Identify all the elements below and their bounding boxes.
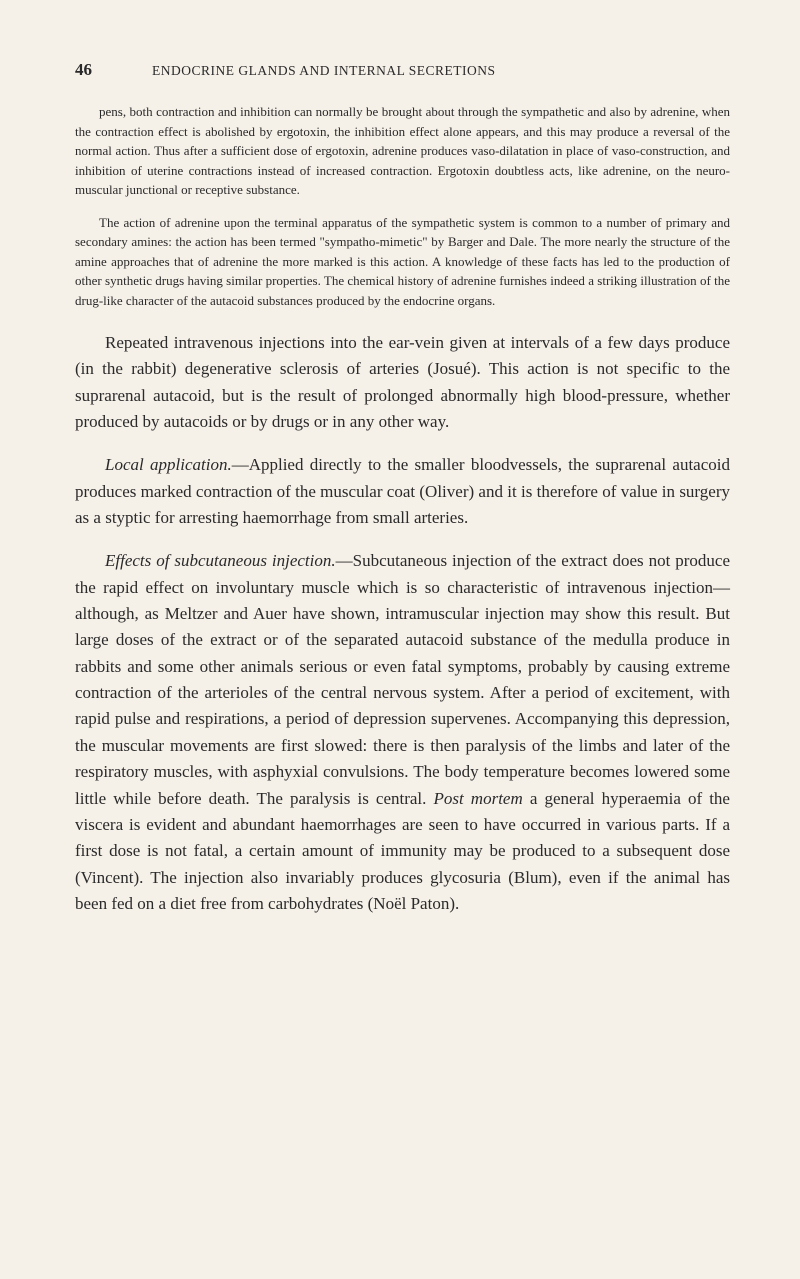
- paragraph-4: Local application.—Applied directly to t…: [75, 452, 730, 531]
- page-number: 46: [75, 60, 92, 80]
- paragraph-2: The action of adrenine upon the terminal…: [75, 213, 730, 311]
- header-title: ENDOCRINE GLANDS AND INTERNAL SECRETIONS: [152, 63, 496, 79]
- page-header: 46 ENDOCRINE GLANDS AND INTERNAL SECRETI…: [75, 60, 730, 80]
- paragraph-1: pens, both contraction and inhibition ca…: [75, 102, 730, 200]
- effects-label: Effects of subcutaneous injection.: [105, 551, 336, 570]
- document-page: 46 ENDOCRINE GLANDS AND INTERNAL SECRETI…: [0, 0, 800, 991]
- post-mortem-em: Post mortem: [434, 789, 523, 808]
- paragraph-5-text-a: —Subcutaneous injection of the extract d…: [75, 551, 730, 807]
- local-application-label: Local application.: [105, 455, 232, 474]
- paragraph-5: Effects of subcutaneous injection.—Subcu…: [75, 548, 730, 917]
- paragraph-3: Repeated intravenous injections into the…: [75, 330, 730, 435]
